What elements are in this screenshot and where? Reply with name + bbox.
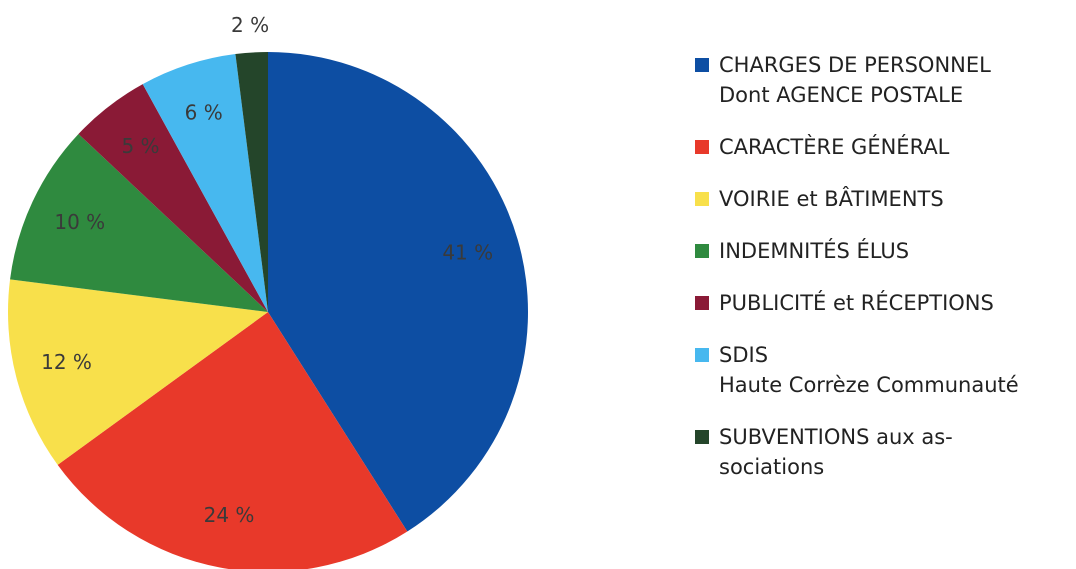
legend-item: SUBVENTIONS aux as- sociations <box>695 422 1075 482</box>
data-label: 6 % <box>185 101 223 125</box>
legend-label: PUBLICITÉ et RÉCEPTIONS <box>719 291 994 315</box>
data-label: 10 % <box>54 210 105 234</box>
legend-swatch <box>695 58 709 72</box>
legend-item: VOIRIE et BÂTIMENTS <box>695 184 1075 214</box>
pie-slice <box>8 279 268 465</box>
legend-item: CARACTÈRE GÉNÉRAL <box>695 132 1075 162</box>
legend-label: SDIS Haute Corrèze Communauté <box>719 343 1019 397</box>
pie-slice <box>78 84 268 312</box>
pie-slice <box>142 54 268 313</box>
pie-slice <box>235 52 268 312</box>
pie-chart: 41 % 24 % 12 % 10 % 5 % 6 % 2 % <box>8 13 528 569</box>
legend-label: SUBVENTIONS aux as- sociations <box>719 425 953 479</box>
pie-slice <box>57 312 408 569</box>
legend-item: SDIS Haute Corrèze Communauté <box>695 340 1075 400</box>
legend-swatch <box>695 192 709 206</box>
data-label: 12 % <box>41 350 92 374</box>
legend-swatch <box>695 296 709 310</box>
legend-label: INDEMNITÉS ÉLUS <box>719 239 910 263</box>
pie-slice <box>268 52 528 532</box>
data-label: 5 % <box>121 134 159 158</box>
legend-swatch <box>695 140 709 154</box>
legend-label: VOIRIE et BÂTIMENTS <box>719 187 944 211</box>
legend-item: INDEMNITÉS ÉLUS <box>695 236 1075 266</box>
legend-swatch <box>695 430 709 444</box>
data-label: 41 % <box>442 240 493 264</box>
legend-item: PUBLICITÉ et RÉCEPTIONS <box>695 288 1075 318</box>
pie-slice <box>10 134 269 312</box>
legend-swatch <box>695 244 709 258</box>
legend-label: CARACTÈRE GÉNÉRAL <box>719 135 950 159</box>
data-label: 24 % <box>204 503 255 527</box>
legend: CHARGES DE PERSONNEL Dont AGENCE POSTALE… <box>695 50 1075 504</box>
legend-item: CHARGES DE PERSONNEL Dont AGENCE POSTALE <box>695 50 1075 110</box>
legend-swatch <box>695 348 709 362</box>
data-label: 2 % <box>231 13 269 37</box>
legend-label: CHARGES DE PERSONNEL Dont AGENCE POSTALE <box>719 53 991 107</box>
